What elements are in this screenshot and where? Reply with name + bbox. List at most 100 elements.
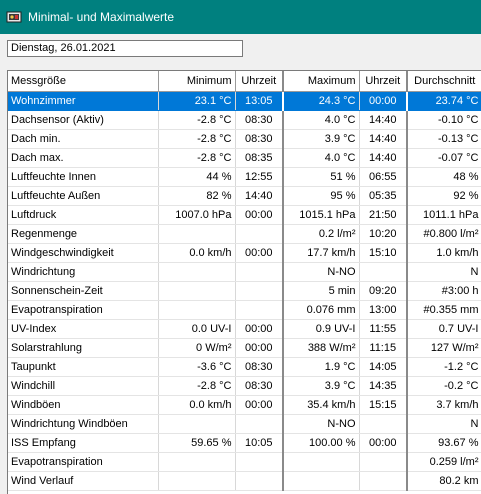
cell-maximum: 4.0 °C: [283, 148, 360, 168]
table-row[interactable]: Evapotranspiration 0.259 l/m²: [8, 452, 481, 472]
table-row[interactable]: Dachsensor (Aktiv) -2.8 °C 08:30 4.0 °C 14:4…: [8, 110, 481, 130]
cell-minimum: 0.0 UV-I: [158, 319, 236, 339]
cell-name: Wohnzimmer: [8, 91, 159, 111]
table-row[interactable]: Windrichtung N-NO N: [8, 262, 481, 282]
table-row[interactable]: Luftfeuchte Innen 44 % 12:55 51 % 06:55 48 %: [8, 167, 481, 187]
column-header-measurand[interactable]: Messgröße: [8, 71, 159, 92]
cell-maximum: 1015.1 hPa: [283, 205, 360, 225]
cell-min-time: 08:30: [235, 376, 284, 396]
column-header-maximum[interactable]: Maximum: [283, 71, 360, 92]
cell-average: 92 %: [407, 186, 481, 206]
cell-name: Windgeschwindigkeit: [8, 243, 159, 263]
cell-average: 23.74 °C: [407, 91, 481, 111]
cell-min-time: 10:05: [235, 433, 284, 453]
cell-name: Dach max.: [8, 148, 159, 168]
date-field[interactable]: Dienstag, 26.01.2021: [7, 40, 243, 57]
cell-average: 3.7 km/h: [407, 395, 481, 415]
cell-name: Luftdruck: [8, 205, 159, 225]
cell-average: 127 W/m²: [407, 338, 481, 358]
cell-average: 48 %: [407, 167, 481, 187]
header-row: Messgröße Minimum Uhrzeit Maximum Uhrzei…: [8, 71, 481, 92]
cell-minimum: 82 %: [158, 186, 236, 206]
cell-max-time: 14:35: [359, 376, 408, 396]
cell-max-time: [359, 262, 408, 282]
cell-min-time: 00:00: [235, 338, 284, 358]
table-row[interactable]: Wohnzimmer 23.1 °C 13:05 24.3 °C 00:00 23.74 …: [8, 91, 481, 111]
cell-max-time: 00:00: [359, 433, 408, 453]
cell-average: 93.67 %: [407, 433, 481, 453]
cell-min-time: [235, 224, 284, 244]
cell-min-time: 08:30: [235, 129, 284, 149]
table-row[interactable]: Wind Verlauf 80.2 km: [8, 471, 481, 491]
table-row[interactable]: Luftdruck 1007.0 hPa 00:00 1015.1 hPa 21:50 1…: [8, 205, 481, 225]
cell-name: Wind Verlauf: [8, 471, 159, 491]
cell-maximum: 4.0 °C: [283, 110, 360, 130]
cell-max-time: 09:20: [359, 281, 408, 301]
cell-min-time: 08:30: [235, 110, 284, 130]
cell-name: Sonnenschein-Zeit: [8, 281, 159, 301]
cell-name: Solarstrahlung: [8, 338, 159, 358]
cell-min-time: [235, 471, 284, 491]
column-header-minimum[interactable]: Minimum: [158, 71, 236, 92]
table-row[interactable]: UV-Index 0.0 UV-I 00:00 0.9 UV-I 11:55 0.7 UV…: [8, 319, 481, 339]
cell-maximum: [283, 452, 360, 472]
cell-name: Luftfeuchte Außen: [8, 186, 159, 206]
table-row[interactable]: Solarstrahlung 0 W/m² 00:00 388 W/m² 11:15 12…: [8, 338, 481, 358]
table-row[interactable]: Regenmenge 0.2 l/m² 10:20 #0.800 l/m²: [8, 224, 481, 244]
cell-name: Windrichtung: [8, 262, 159, 282]
cell-average: 1011.1 hPa: [407, 205, 481, 225]
table-row[interactable]: Dach min. -2.8 °C 08:30 3.9 °C 14:40 -0.13 °C: [8, 129, 481, 149]
cell-minimum: [158, 262, 236, 282]
cell-min-time: [235, 262, 284, 282]
cell-name: Luftfeuchte Innen: [8, 167, 159, 187]
cell-minimum: 23.1 °C: [158, 91, 236, 111]
cell-average: 80.2 km: [407, 471, 481, 491]
cell-max-time: 05:35: [359, 186, 408, 206]
cell-maximum: 17.7 km/h: [283, 243, 360, 263]
cell-min-time: 00:00: [235, 319, 284, 339]
cell-max-time: 21:50: [359, 205, 408, 225]
cell-max-time: [359, 414, 408, 434]
table-row[interactable]: ISS Empfang 59.65 % 10:05 100.00 % 00:00 93.6…: [8, 433, 481, 453]
table-row[interactable]: Windgeschwindigkeit 0.0 km/h 00:00 17.7 km/…: [8, 243, 481, 263]
cell-min-time: [235, 300, 284, 320]
cell-name: ISS Empfang: [8, 433, 159, 453]
cell-min-time: [235, 281, 284, 301]
table-row[interactable]: Luftfeuchte Außen 82 % 14:40 95 % 05:35 92 %: [8, 186, 481, 206]
cell-maximum: 388 W/m²: [283, 338, 360, 358]
cell-minimum: [158, 281, 236, 301]
cell-maximum: 3.9 °C: [283, 376, 360, 396]
cell-maximum: 3.9 °C: [283, 129, 360, 149]
weather-station-icon: [6, 9, 22, 25]
column-header-min-time[interactable]: Uhrzeit: [235, 71, 284, 92]
cell-name: Windböen: [8, 395, 159, 415]
table-row[interactable]: Windrichtung Windböen N-NO N: [8, 414, 481, 434]
table-row[interactable]: Evapotranspiration 0.076 mm 13:00 #0.355 mm: [8, 300, 481, 320]
table-row[interactable]: Dach max. -2.8 °C 08:35 4.0 °C 14:40 -0.07 °C: [8, 148, 481, 168]
column-header-average[interactable]: Durchschnitt: [407, 71, 481, 92]
cell-min-time: 14:40: [235, 186, 284, 206]
cell-minimum: 0 W/m²: [158, 338, 236, 358]
cell-maximum: 24.3 °C: [283, 91, 360, 111]
cell-average: 0.259 l/m²: [407, 452, 481, 472]
cell-max-time: 15:10: [359, 243, 408, 263]
column-header-max-time[interactable]: Uhrzeit: [359, 71, 408, 92]
cell-minimum: 0.0 km/h: [158, 395, 236, 415]
cell-maximum: 1.9 °C: [283, 357, 360, 377]
cell-name: Evapotranspiration: [8, 300, 159, 320]
table-row[interactable]: Taupunkt -3.6 °C 08:30 1.9 °C 14:05 -1.2 °C: [8, 357, 481, 377]
cell-minimum: 59.65 %: [158, 433, 236, 453]
cell-minimum: [158, 452, 236, 472]
cell-average: 1.0 km/h: [407, 243, 481, 263]
table-row[interactable]: Sonnenschein-Zeit 5 min 09:20 #3:00 h: [8, 281, 481, 301]
cell-max-time: 11:55: [359, 319, 408, 339]
cell-maximum: 0.9 UV-I: [283, 319, 360, 339]
values-grid[interactable]: Messgröße Minimum Uhrzeit Maximum Uhrzei…: [7, 70, 481, 494]
table-row[interactable]: Windchill -2.8 °C 08:30 3.9 °C 14:35 -0.2 °C: [8, 376, 481, 396]
cell-min-time: [235, 452, 284, 472]
cell-minimum: [158, 471, 236, 491]
cell-minimum: 44 %: [158, 167, 236, 187]
table-row[interactable]: Windböen 0.0 km/h 00:00 35.4 km/h 15:15 3.7 k…: [8, 395, 481, 415]
cell-average: -1.2 °C: [407, 357, 481, 377]
cell-maximum: 5 min: [283, 281, 360, 301]
